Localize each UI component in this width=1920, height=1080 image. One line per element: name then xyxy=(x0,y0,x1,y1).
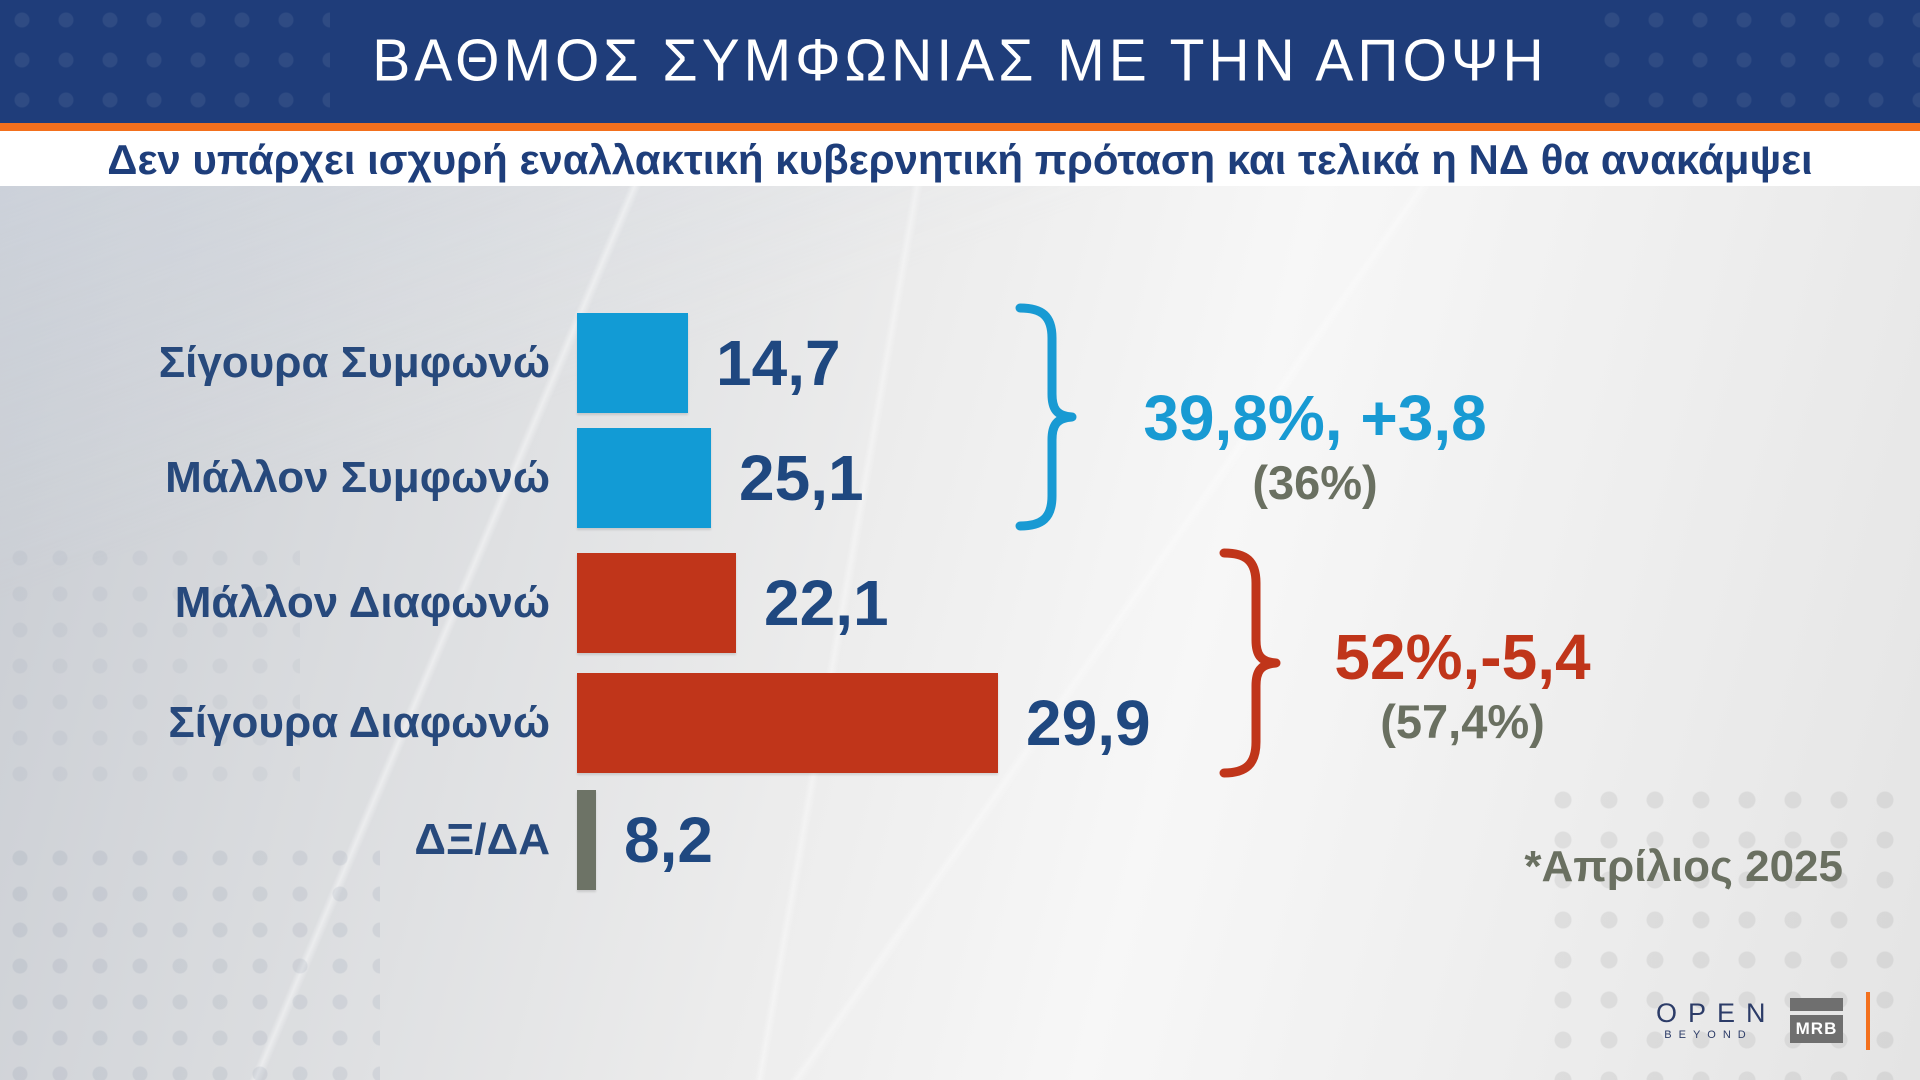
bar-value: 8,2 xyxy=(624,804,713,876)
date-footnote: *Απρίλιος 2025 xyxy=(1524,842,1843,891)
footer-orange-rule xyxy=(1866,992,1870,1050)
mrb-logo: MRB xyxy=(1790,998,1843,1043)
disagree-total-value: 52%,-5,4 xyxy=(1334,621,1591,693)
disagree-total-note: 52%,-5,4 (57,4%) xyxy=(1290,624,1635,746)
bar-dxda xyxy=(577,790,596,890)
agree-previous-value: (36%) xyxy=(1252,456,1378,509)
chart-row-sigoura-symfono: Σίγουρα Συμφωνώ 14,7 xyxy=(0,313,1920,413)
chart-row-sigoura-diafono: Σίγουρα Διαφωνώ 29,9 xyxy=(0,673,1920,773)
bar-value: 29,9 xyxy=(1026,687,1151,759)
header-band: ΒΑΘΜΟΣ ΣΥΜΦΩΝΙΑΣ ΜΕ ΤΗΝ ΑΠΟΨΗ xyxy=(0,0,1920,123)
category-label: Μάλλον Διαφωνώ xyxy=(174,578,550,627)
orange-divider xyxy=(0,123,1920,131)
statement-band: Δεν υπάρχει ισχυρή εναλλακτική κυβερνητι… xyxy=(0,131,1920,186)
barline: 8,2 xyxy=(577,790,713,890)
chart-row-mallon-diafono: Μάλλον Διαφωνώ 22,1 xyxy=(0,553,1920,653)
barline: 14,7 xyxy=(577,313,841,413)
mrb-logo-bar xyxy=(1790,998,1843,1011)
statement-text: Δεν υπάρχει ισχυρή εναλλακτική κυβερνητι… xyxy=(107,136,1813,183)
chart-row-mallon-symfono: Μάλλον Συμφωνώ 25,1 xyxy=(0,428,1920,528)
barline: 29,9 xyxy=(577,673,1151,773)
header-dots-right xyxy=(1590,0,1920,123)
chart-row-dxda: ΔΞ/ΔΑ 8,2 xyxy=(0,790,1920,890)
disagree-previous-value: (57,4%) xyxy=(1380,695,1545,748)
agree-total-value: 39,8%, +3,8 xyxy=(1143,382,1487,454)
category-label: Μάλλον Συμφωνώ xyxy=(165,453,550,502)
open-logo-text: OPEN xyxy=(1656,998,1777,1028)
bar-value: 25,1 xyxy=(739,442,864,514)
bar-mallon-symfono xyxy=(577,428,711,528)
category-label: Σίγουρα Διαφωνώ xyxy=(168,698,550,747)
bar-sigoura-diafono xyxy=(577,673,998,773)
agree-total-note: 39,8%, +3,8 (36%) xyxy=(1100,385,1530,507)
bar-mallon-diafono xyxy=(577,553,736,653)
category-label: Σίγουρα Συμφωνώ xyxy=(158,338,550,387)
mrb-logo-text: MRB xyxy=(1790,1015,1843,1043)
open-logo: OPEN BEYOND xyxy=(1645,998,1777,1041)
header-dots-left xyxy=(0,0,330,123)
barline: 25,1 xyxy=(577,428,864,528)
page-title: ΒΑΘΜΟΣ ΣΥΜΦΩΝΙΑΣ ΜΕ ΤΗΝ ΑΠΟΨΗ xyxy=(372,27,1548,95)
category-label: ΔΞ/ΔΑ xyxy=(414,815,550,864)
bar-sigoura-symfono xyxy=(577,313,688,413)
bar-value: 22,1 xyxy=(764,567,889,639)
bar-value: 14,7 xyxy=(716,327,841,399)
open-logo-tagline: BEYOND xyxy=(1664,1029,1753,1041)
barline: 22,1 xyxy=(577,553,889,653)
